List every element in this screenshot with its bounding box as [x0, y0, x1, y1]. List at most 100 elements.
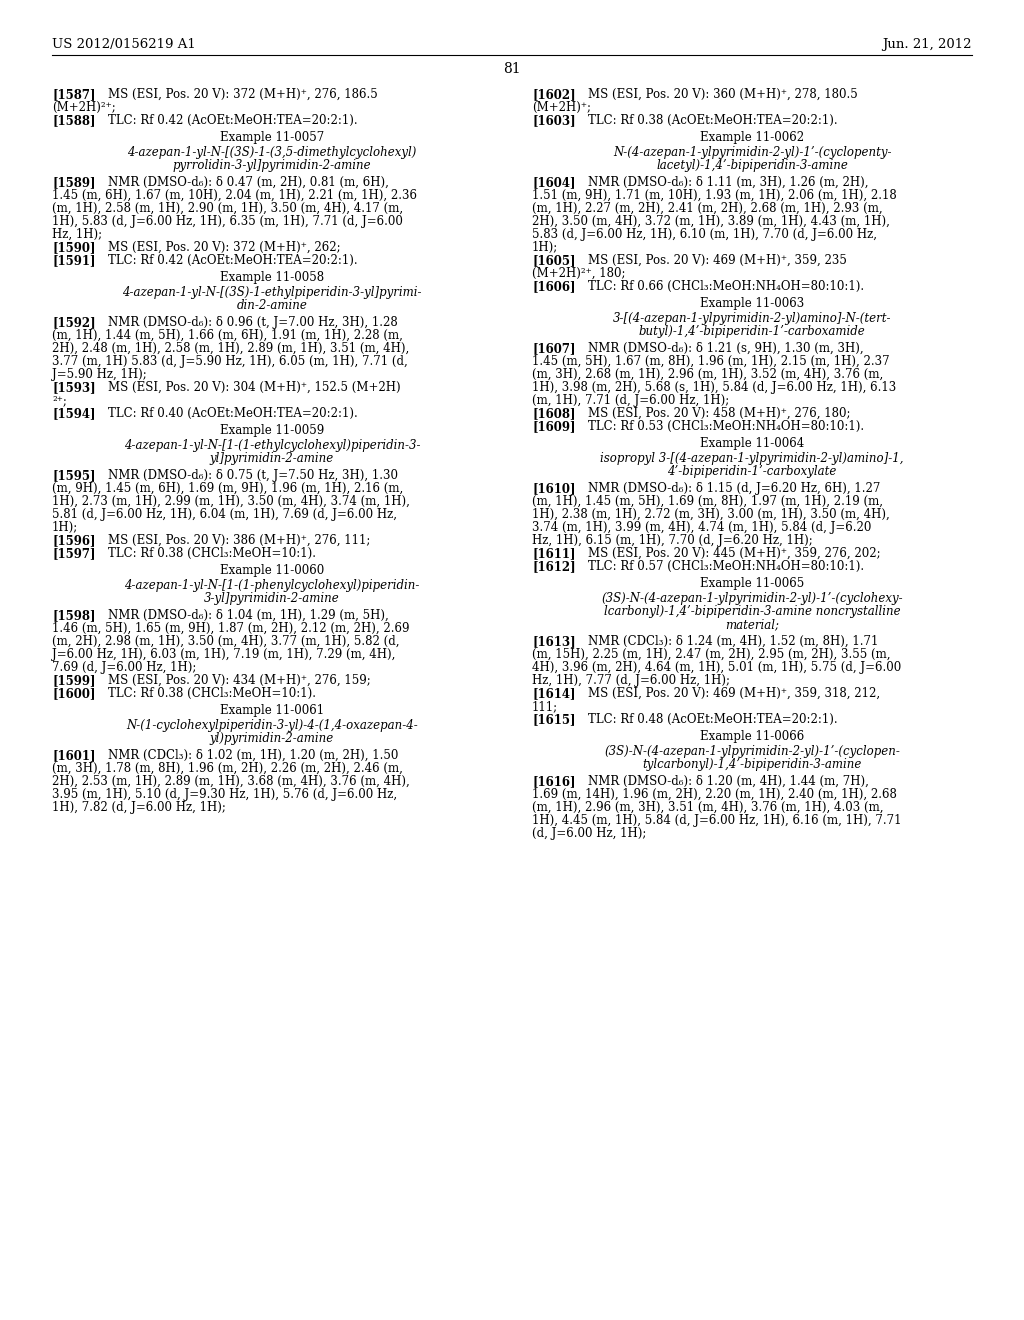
Text: lcarbonyl)-1,4’-bipiperidin-3-amine noncrystalline: lcarbonyl)-1,4’-bipiperidin-3-amine nonc… [604, 605, 900, 618]
Text: [1587]: [1587] [52, 88, 95, 102]
Text: MS (ESI, Pos. 20 V): 386 (M+H)⁺, 276, 111;: MS (ESI, Pos. 20 V): 386 (M+H)⁺, 276, 11… [108, 535, 370, 546]
Text: [1598]: [1598] [52, 609, 95, 622]
Text: Example 11-0057: Example 11-0057 [220, 131, 325, 144]
Text: MS (ESI, Pos. 20 V): 434 (M+H)⁺, 276, 159;: MS (ESI, Pos. 20 V): 434 (M+H)⁺, 276, 15… [108, 675, 371, 686]
Text: NMR (DMSO-d₆): δ 1.15 (d, J=6.20 Hz, 6H), 1.27: NMR (DMSO-d₆): δ 1.15 (d, J=6.20 Hz, 6H)… [588, 482, 880, 495]
Text: ²⁺;: ²⁺; [52, 393, 67, 407]
Text: TLC: Rf 0.38 (CHCl₃:MeOH=10:1).: TLC: Rf 0.38 (CHCl₃:MeOH=10:1). [108, 686, 315, 700]
Text: 111;: 111; [532, 700, 558, 713]
Text: 3-yl]pyrimidin-2-amine: 3-yl]pyrimidin-2-amine [204, 591, 340, 605]
Text: (m, 2H), 2.98 (m, 1H), 3.50 (m, 4H), 3.77 (m, 1H), 5.82 (d,: (m, 2H), 2.98 (m, 1H), 3.50 (m, 4H), 3.7… [52, 635, 399, 648]
Text: MS (ESI, Pos. 20 V): 469 (M+H)⁺, 359, 318, 212,: MS (ESI, Pos. 20 V): 469 (M+H)⁺, 359, 31… [588, 686, 880, 700]
Text: NMR (CDCl₃): δ 1.02 (m, 1H), 1.20 (m, 2H), 1.50: NMR (CDCl₃): δ 1.02 (m, 1H), 1.20 (m, 2H… [108, 748, 398, 762]
Text: 1H), 5.83 (d, J=6.00 Hz, 1H), 6.35 (m, 1H), 7.71 (d, J=6.00: 1H), 5.83 (d, J=6.00 Hz, 1H), 6.35 (m, 1… [52, 215, 402, 228]
Text: [1606]: [1606] [532, 280, 575, 293]
Text: [1614]: [1614] [532, 686, 575, 700]
Text: 4’-bipiperidin-1’-carboxylate: 4’-bipiperidin-1’-carboxylate [668, 465, 837, 478]
Text: NMR (CDCl₃): δ 1.24 (m, 4H), 1.52 (m, 8H), 1.71: NMR (CDCl₃): δ 1.24 (m, 4H), 1.52 (m, 8H… [588, 635, 878, 648]
Text: 1H), 7.82 (d, J=6.00 Hz, 1H);: 1H), 7.82 (d, J=6.00 Hz, 1H); [52, 801, 226, 814]
Text: Example 11-0062: Example 11-0062 [700, 131, 804, 144]
Text: [1599]: [1599] [52, 675, 95, 686]
Text: (3S)-N-(4-azepan-1-ylpyrimidin-2-yl)-1’-(cyclohexy-: (3S)-N-(4-azepan-1-ylpyrimidin-2-yl)-1’-… [601, 591, 903, 605]
Text: Example 11-0066: Example 11-0066 [699, 730, 804, 743]
Text: [1603]: [1603] [532, 114, 575, 127]
Text: (m, 1H), 1.45 (m, 5H), 1.69 (m, 8H), 1.97 (m, 1H), 2.19 (m,: (m, 1H), 1.45 (m, 5H), 1.69 (m, 8H), 1.9… [532, 495, 883, 508]
Text: TLC: Rf 0.53 (CHCl₃:MeOH:NH₄OH=80:10:1).: TLC: Rf 0.53 (CHCl₃:MeOH:NH₄OH=80:10:1). [588, 420, 863, 433]
Text: MS (ESI, Pos. 20 V): 458 (M+H)⁺, 276, 180;: MS (ESI, Pos. 20 V): 458 (M+H)⁺, 276, 18… [588, 407, 850, 420]
Text: Example 11-0058: Example 11-0058 [220, 271, 324, 284]
Text: 1H);: 1H); [532, 242, 558, 253]
Text: (m, 3H), 1.78 (m, 8H), 1.96 (m, 2H), 2.26 (m, 2H), 2.46 (m,: (m, 3H), 1.78 (m, 8H), 1.96 (m, 2H), 2.2… [52, 762, 402, 775]
Text: 1H);: 1H); [52, 521, 78, 535]
Text: [1608]: [1608] [532, 407, 575, 420]
Text: (m, 1H), 2.58 (m, 1H), 2.90 (m, 1H), 3.50 (m, 4H), 4.17 (m,: (m, 1H), 2.58 (m, 1H), 2.90 (m, 1H), 3.5… [52, 202, 403, 215]
Text: N-(4-azepan-1-ylpyrimidin-2-yl)-1’-(cyclopenty-: N-(4-azepan-1-ylpyrimidin-2-yl)-1’-(cycl… [612, 147, 891, 158]
Text: [1611]: [1611] [532, 546, 575, 560]
Text: (m, 1H), 7.71 (d, J=6.00 Hz, 1H);: (m, 1H), 7.71 (d, J=6.00 Hz, 1H); [532, 393, 729, 407]
Text: TLC: Rf 0.42 (AcOEt:MeOH:TEA=20:2:1).: TLC: Rf 0.42 (AcOEt:MeOH:TEA=20:2:1). [108, 114, 357, 127]
Text: NMR (DMSO-d₆): δ 1.21 (s, 9H), 1.30 (m, 3H),: NMR (DMSO-d₆): δ 1.21 (s, 9H), 1.30 (m, … [588, 342, 863, 355]
Text: MS (ESI, Pos. 20 V): 360 (M+H)⁺, 278, 180.5: MS (ESI, Pos. 20 V): 360 (M+H)⁺, 278, 18… [588, 88, 857, 102]
Text: [1600]: [1600] [52, 686, 95, 700]
Text: [1601]: [1601] [52, 748, 95, 762]
Text: Example 11-0059: Example 11-0059 [220, 424, 325, 437]
Text: 3.95 (m, 1H), 5.10 (d, J=9.30 Hz, 1H), 5.76 (d, J=6.00 Hz,: 3.95 (m, 1H), 5.10 (d, J=9.30 Hz, 1H), 5… [52, 788, 397, 801]
Text: material;: material; [725, 618, 779, 631]
Text: Example 11-0064: Example 11-0064 [699, 437, 804, 450]
Text: (m, 1H), 1.44 (m, 5H), 1.66 (m, 6H), 1.91 (m, 1H), 2.28 (m,: (m, 1H), 1.44 (m, 5H), 1.66 (m, 6H), 1.9… [52, 329, 402, 342]
Text: (M+2H)²⁺;: (M+2H)²⁺; [52, 102, 116, 114]
Text: TLC: Rf 0.40 (AcOEt:MeOH:TEA=20:2:1).: TLC: Rf 0.40 (AcOEt:MeOH:TEA=20:2:1). [108, 407, 357, 420]
Text: [1588]: [1588] [52, 114, 95, 127]
Text: [1592]: [1592] [52, 315, 95, 329]
Text: NMR (DMSO-d₆): δ 1.04 (m, 1H), 1.29 (m, 5H),: NMR (DMSO-d₆): δ 1.04 (m, 1H), 1.29 (m, … [108, 609, 388, 622]
Text: NMR (DMSO-d₆): δ 0.75 (t, J=7.50 Hz, 3H), 1.30: NMR (DMSO-d₆): δ 0.75 (t, J=7.50 Hz, 3H)… [108, 469, 397, 482]
Text: J=5.90 Hz, 1H);: J=5.90 Hz, 1H); [52, 368, 146, 381]
Text: [1591]: [1591] [52, 253, 95, 267]
Text: 7.69 (d, J=6.00 Hz, 1H);: 7.69 (d, J=6.00 Hz, 1H); [52, 661, 197, 675]
Text: Hz, 1H);: Hz, 1H); [52, 228, 102, 242]
Text: 1H), 4.45 (m, 1H), 5.84 (d, J=6.00 Hz, 1H), 6.16 (m, 1H), 7.71: 1H), 4.45 (m, 1H), 5.84 (d, J=6.00 Hz, 1… [532, 814, 901, 828]
Text: 2H), 2.53 (m, 1H), 2.89 (m, 1H), 3.68 (m, 4H), 3.76 (m, 4H),: 2H), 2.53 (m, 1H), 2.89 (m, 1H), 3.68 (m… [52, 775, 410, 788]
Text: (m, 15H), 2.25 (m, 1H), 2.47 (m, 2H), 2.95 (m, 2H), 3.55 (m,: (m, 15H), 2.25 (m, 1H), 2.47 (m, 2H), 2.… [532, 648, 891, 661]
Text: [1605]: [1605] [532, 253, 575, 267]
Text: Hz, 1H), 6.15 (m, 1H), 7.70 (d, J=6.20 Hz, 1H);: Hz, 1H), 6.15 (m, 1H), 7.70 (d, J=6.20 H… [532, 535, 813, 546]
Text: 4-azepan-1-yl-N-[(3S)-1-ethylpiperidin-3-yl]pyrimi-: 4-azepan-1-yl-N-[(3S)-1-ethylpiperidin-3… [122, 286, 422, 300]
Text: TLC: Rf 0.42 (AcOEt:MeOH:TEA=20:2:1).: TLC: Rf 0.42 (AcOEt:MeOH:TEA=20:2:1). [108, 253, 357, 267]
Text: 2H), 3.50 (m, 4H), 3.72 (m, 1H), 3.89 (m, 1H), 4.43 (m, 1H),: 2H), 3.50 (m, 4H), 3.72 (m, 1H), 3.89 (m… [532, 215, 890, 228]
Text: 1.45 (m, 5H), 1.67 (m, 8H), 1.96 (m, 1H), 2.15 (m, 1H), 2.37: 1.45 (m, 5H), 1.67 (m, 8H), 1.96 (m, 1H)… [532, 355, 890, 368]
Text: [1596]: [1596] [52, 535, 95, 546]
Text: [1593]: [1593] [52, 381, 95, 393]
Text: butyl)-1,4’-bipiperidin-1’-carboxamide: butyl)-1,4’-bipiperidin-1’-carboxamide [639, 325, 865, 338]
Text: 81: 81 [503, 62, 521, 77]
Text: (M+2H)⁺;: (M+2H)⁺; [532, 102, 591, 114]
Text: 4-azepan-1-yl-N-[(3S)-1-(3,5-dimethylcyclohexyl): 4-azepan-1-yl-N-[(3S)-1-(3,5-dimethylcyc… [127, 147, 417, 158]
Text: MS (ESI, Pos. 20 V): 304 (M+H)⁺, 152.5 (M+2H): MS (ESI, Pos. 20 V): 304 (M+H)⁺, 152.5 (… [108, 381, 400, 393]
Text: [1610]: [1610] [532, 482, 575, 495]
Text: TLC: Rf 0.66 (CHCl₃:MeOH:NH₄OH=80:10:1).: TLC: Rf 0.66 (CHCl₃:MeOH:NH₄OH=80:10:1). [588, 280, 863, 293]
Text: US 2012/0156219 A1: US 2012/0156219 A1 [52, 38, 196, 51]
Text: (M+2H)²⁺, 180;: (M+2H)²⁺, 180; [532, 267, 626, 280]
Text: [1612]: [1612] [532, 560, 575, 573]
Text: Example 11-0065: Example 11-0065 [699, 577, 804, 590]
Text: J=6.00 Hz, 1H), 6.03 (m, 1H), 7.19 (m, 1H), 7.29 (m, 4H),: J=6.00 Hz, 1H), 6.03 (m, 1H), 7.19 (m, 1… [52, 648, 395, 661]
Text: (m, 3H), 2.68 (m, 1H), 2.96 (m, 1H), 3.52 (m, 4H), 3.76 (m,: (m, 3H), 2.68 (m, 1H), 2.96 (m, 1H), 3.5… [532, 368, 884, 381]
Text: TLC: Rf 0.38 (AcOEt:MeOH:TEA=20:2:1).: TLC: Rf 0.38 (AcOEt:MeOH:TEA=20:2:1). [588, 114, 838, 127]
Text: 2H), 2.48 (m, 1H), 2.58 (m, 1H), 2.89 (m, 1H), 3.51 (m, 4H),: 2H), 2.48 (m, 1H), 2.58 (m, 1H), 2.89 (m… [52, 342, 410, 355]
Text: [1615]: [1615] [532, 713, 575, 726]
Text: lacetyl)-1,4’-bipiperidin-3-amine: lacetyl)-1,4’-bipiperidin-3-amine [656, 158, 848, 172]
Text: isopropyl 3-[(4-azepan-1-ylpyrimidin-2-yl)amino]-1,: isopropyl 3-[(4-azepan-1-ylpyrimidin-2-y… [600, 451, 904, 465]
Text: MS (ESI, Pos. 20 V): 372 (M+H)⁺, 276, 186.5: MS (ESI, Pos. 20 V): 372 (M+H)⁺, 276, 18… [108, 88, 377, 102]
Text: din-2-amine: din-2-amine [237, 300, 307, 312]
Text: 1H), 3.98 (m, 2H), 5.68 (s, 1H), 5.84 (d, J=6.00 Hz, 1H), 6.13: 1H), 3.98 (m, 2H), 5.68 (s, 1H), 5.84 (d… [532, 381, 896, 393]
Text: MS (ESI, Pos. 20 V): 372 (M+H)⁺, 262;: MS (ESI, Pos. 20 V): 372 (M+H)⁺, 262; [108, 242, 340, 253]
Text: TLC: Rf 0.38 (CHCl₃:MeOH=10:1).: TLC: Rf 0.38 (CHCl₃:MeOH=10:1). [108, 546, 315, 560]
Text: 1.51 (m, 9H), 1.71 (m, 10H), 1.93 (m, 1H), 2.06 (m, 1H), 2.18: 1.51 (m, 9H), 1.71 (m, 10H), 1.93 (m, 1H… [532, 189, 897, 202]
Text: Example 11-0060: Example 11-0060 [220, 564, 325, 577]
Text: [1589]: [1589] [52, 176, 95, 189]
Text: 4-azepan-1-yl-N-[1-(1-ethylcyclohexyl)piperidin-3-: 4-azepan-1-yl-N-[1-(1-ethylcyclohexyl)pi… [124, 440, 420, 451]
Text: yl)pyrimidin-2-amine: yl)pyrimidin-2-amine [210, 733, 334, 744]
Text: (d, J=6.00 Hz, 1H);: (d, J=6.00 Hz, 1H); [532, 828, 646, 840]
Text: 4H), 3.96 (m, 2H), 4.64 (m, 1H), 5.01 (m, 1H), 5.75 (d, J=6.00: 4H), 3.96 (m, 2H), 4.64 (m, 1H), 5.01 (m… [532, 661, 901, 675]
Text: 1.69 (m, 14H), 1.96 (m, 2H), 2.20 (m, 1H), 2.40 (m, 1H), 2.68: 1.69 (m, 14H), 1.96 (m, 2H), 2.20 (m, 1H… [532, 788, 897, 801]
Text: pyrrolidin-3-yl]pyrimidin-2-amine: pyrrolidin-3-yl]pyrimidin-2-amine [173, 158, 372, 172]
